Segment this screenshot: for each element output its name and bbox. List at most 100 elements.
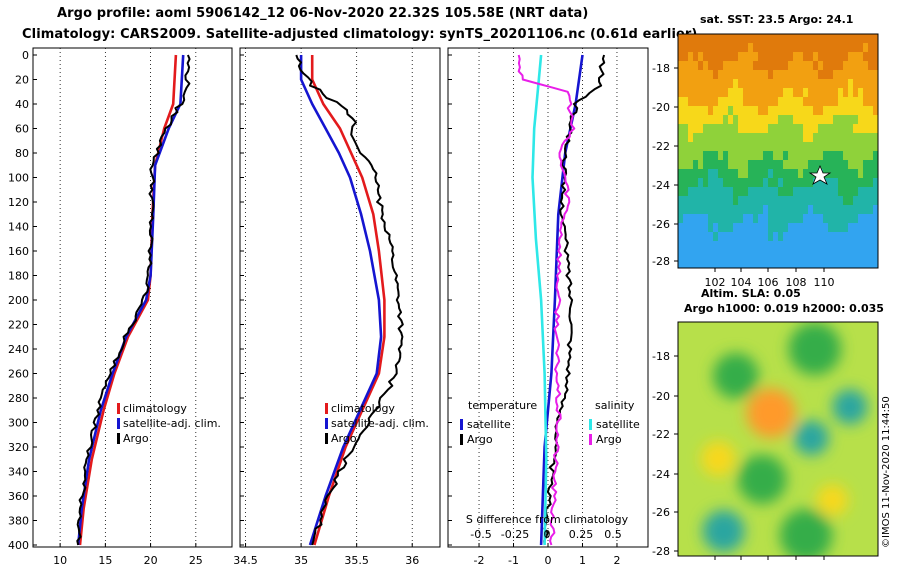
sst-xtick-label: 106 xyxy=(758,276,779,289)
sst-map-cell xyxy=(723,250,729,260)
sst-map-cell xyxy=(863,133,869,143)
sst-map-cell xyxy=(793,43,799,53)
sst-map-cell xyxy=(703,196,709,206)
temperature-profile-legend-label: satellite-adj. clim. xyxy=(123,417,221,430)
sst-map-cell xyxy=(693,70,699,80)
sst-map-cell xyxy=(848,205,854,215)
sst-map-cell xyxy=(723,259,729,269)
sst-map-cell xyxy=(873,88,879,98)
sst-map-cell xyxy=(783,214,789,224)
sst-map-cell xyxy=(803,79,809,89)
sst-map-cell xyxy=(773,124,779,134)
sst-map-cell xyxy=(738,250,744,260)
sst-map-cell xyxy=(718,52,724,62)
sst-map-cell xyxy=(828,124,834,134)
sst-map-cell xyxy=(708,97,714,107)
sst-map-cell xyxy=(733,124,739,134)
sst-map-cell xyxy=(813,250,819,260)
sst-map-cell xyxy=(763,115,769,125)
sst-map-cell xyxy=(823,250,829,260)
sst-map-cell xyxy=(683,124,689,134)
sst-map-cell xyxy=(833,205,839,215)
sst-map-cell xyxy=(783,205,789,215)
sst-map-cell xyxy=(738,160,744,170)
sst-map-cell xyxy=(793,79,799,89)
sst-map-cell xyxy=(693,259,699,269)
sst-map-cell xyxy=(748,52,754,62)
sst-map-cell xyxy=(818,223,824,233)
sst-map-cell xyxy=(803,61,809,71)
sst-map-cell xyxy=(793,205,799,215)
sst-map-cell xyxy=(738,169,744,179)
sst-map-cell xyxy=(788,178,794,188)
sst-map-cell xyxy=(723,124,729,134)
sst-map-cell xyxy=(838,169,844,179)
sst-map-cell xyxy=(773,259,779,269)
depth-tick-label: 0 xyxy=(22,49,29,62)
sst-map-cell xyxy=(803,205,809,215)
sst-map-cell xyxy=(753,43,759,53)
depth-tick-label: 80 xyxy=(15,147,29,160)
sst-map-cell xyxy=(808,61,814,71)
sst-map-cell xyxy=(803,196,809,206)
temperature-profile-xtick-label: 10 xyxy=(53,554,67,567)
sst-map-cell xyxy=(728,223,734,233)
sst-map-cell xyxy=(753,34,759,44)
sst-map-cell xyxy=(753,214,759,224)
depth-tick-label: 280 xyxy=(8,392,29,405)
sst-map-cell xyxy=(718,169,724,179)
sst-map-cell xyxy=(698,115,704,125)
sst-map-cell xyxy=(813,124,819,134)
sst-map-cell xyxy=(768,250,774,260)
depth-tick-label: 360 xyxy=(8,490,29,503)
sst-map-cell xyxy=(863,52,869,62)
sst-map-cell xyxy=(798,142,804,152)
sst-map-cell xyxy=(783,79,789,89)
sst-map-cell xyxy=(828,142,834,152)
sst-map-cell xyxy=(803,106,809,116)
sst-map-cell xyxy=(803,187,809,197)
sst-map-cell xyxy=(843,250,849,260)
sst-map-cell xyxy=(873,259,879,269)
sst-map-cell xyxy=(693,160,699,170)
sst-map-cell xyxy=(773,214,779,224)
sst-map-cell xyxy=(723,151,729,161)
sst-map-cell xyxy=(723,88,729,98)
sst-map-cell xyxy=(743,43,749,53)
sst-map-cell xyxy=(758,61,764,71)
sst-map-cell xyxy=(698,196,704,206)
sst-map-cell xyxy=(733,70,739,80)
sst-map-cell xyxy=(863,142,869,152)
sst-map-cell xyxy=(688,196,694,206)
sst-map-cell xyxy=(838,34,844,44)
depth-tick-label: 340 xyxy=(8,466,29,479)
sst-map-cell xyxy=(858,97,864,107)
sst-map-cell xyxy=(818,88,824,98)
sst-map-cell xyxy=(853,214,859,224)
sst-map-cell xyxy=(718,196,724,206)
sst-map-cell xyxy=(703,70,709,80)
sst-map-cell xyxy=(743,178,749,188)
sst-map-cell xyxy=(713,232,719,242)
sst-map-cell xyxy=(768,70,774,80)
sst-map-cell xyxy=(683,88,689,98)
sst-map-cell xyxy=(718,34,724,44)
sst-map-cell xyxy=(753,52,759,62)
sst-map-cell xyxy=(853,70,859,80)
sst-map-cell xyxy=(728,70,734,80)
sst-map-cell xyxy=(778,250,784,260)
sst-map-cell xyxy=(853,259,859,269)
sst-map-cell xyxy=(738,151,744,161)
sst-map-cell xyxy=(873,115,879,125)
sst-map-cell xyxy=(758,214,764,224)
sst-map-cell xyxy=(708,124,714,134)
diff-secondary-tick-label: -0.5 xyxy=(470,528,491,541)
sst-map-cell xyxy=(718,142,724,152)
sst-map-cell xyxy=(843,43,849,53)
sst-map-cell xyxy=(718,232,724,242)
sst-map-cell xyxy=(773,97,779,107)
sst-map-cell xyxy=(733,187,739,197)
sst-map-cell xyxy=(868,259,874,269)
sst-map-cell xyxy=(873,79,879,89)
sst-map-cell xyxy=(763,79,769,89)
